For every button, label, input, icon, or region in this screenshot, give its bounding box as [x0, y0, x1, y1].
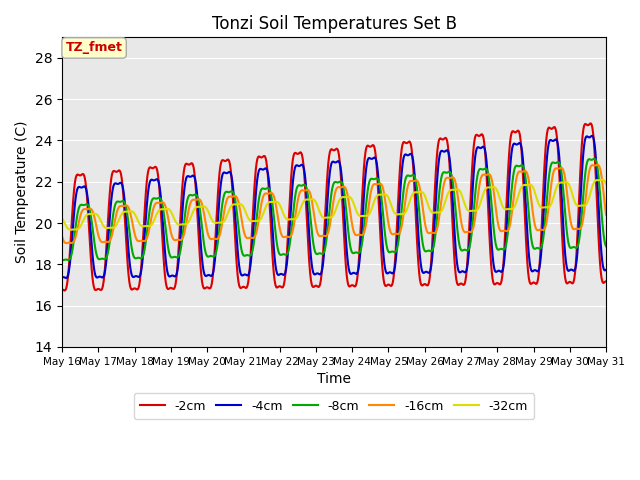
-16cm — [401, 202, 408, 208]
-16cm — [417, 190, 424, 196]
-32cm — [209, 218, 216, 224]
Line: -16cm: -16cm — [62, 165, 606, 243]
-8cm — [59, 257, 67, 263]
-2cm — [180, 168, 188, 174]
-32cm — [68, 227, 76, 232]
Title: Tonzi Soil Temperatures Set B: Tonzi Soil Temperatures Set B — [212, 15, 456, 33]
Line: -32cm: -32cm — [62, 180, 606, 230]
-4cm — [62, 275, 70, 281]
-32cm — [417, 189, 424, 195]
Line: -4cm: -4cm — [62, 136, 606, 278]
Text: TZ_fmet: TZ_fmet — [66, 41, 122, 54]
-32cm — [180, 221, 188, 227]
-2cm — [209, 275, 216, 281]
-2cm — [60, 288, 68, 293]
-16cm — [602, 212, 610, 217]
Legend: -2cm, -4cm, -8cm, -16cm, -32cm: -2cm, -4cm, -8cm, -16cm, -32cm — [134, 393, 534, 419]
-8cm — [125, 221, 132, 227]
-8cm — [417, 224, 424, 230]
Y-axis label: Soil Temperature (C): Soil Temperature (C) — [15, 121, 29, 264]
-16cm — [68, 240, 76, 246]
-2cm — [417, 280, 424, 286]
-32cm — [598, 177, 606, 183]
-32cm — [602, 181, 610, 187]
-4cm — [125, 249, 132, 254]
-8cm — [209, 253, 216, 259]
-8cm — [401, 180, 408, 185]
-32cm — [401, 210, 408, 216]
-2cm — [587, 120, 595, 126]
X-axis label: Time: Time — [317, 372, 351, 386]
-8cm — [68, 246, 76, 252]
-2cm — [125, 273, 132, 278]
-4cm — [401, 152, 408, 157]
-8cm — [58, 257, 66, 263]
-16cm — [594, 162, 602, 168]
-16cm — [209, 236, 216, 242]
Line: -8cm: -8cm — [62, 159, 606, 260]
-2cm — [58, 287, 66, 292]
-2cm — [602, 278, 610, 284]
-8cm — [180, 222, 188, 228]
-4cm — [602, 267, 610, 273]
-8cm — [602, 243, 610, 249]
-4cm — [209, 272, 216, 277]
-16cm — [125, 205, 132, 211]
-4cm — [417, 260, 424, 266]
-8cm — [591, 156, 598, 162]
-32cm — [67, 227, 74, 233]
-4cm — [180, 191, 188, 197]
-4cm — [68, 229, 76, 235]
-32cm — [58, 216, 66, 221]
-16cm — [58, 233, 66, 239]
-16cm — [63, 240, 70, 246]
-4cm — [58, 275, 66, 280]
-4cm — [588, 133, 596, 139]
-32cm — [125, 209, 132, 215]
-2cm — [401, 139, 408, 145]
-2cm — [68, 205, 76, 211]
-16cm — [180, 232, 188, 238]
Line: -2cm: -2cm — [62, 123, 606, 290]
